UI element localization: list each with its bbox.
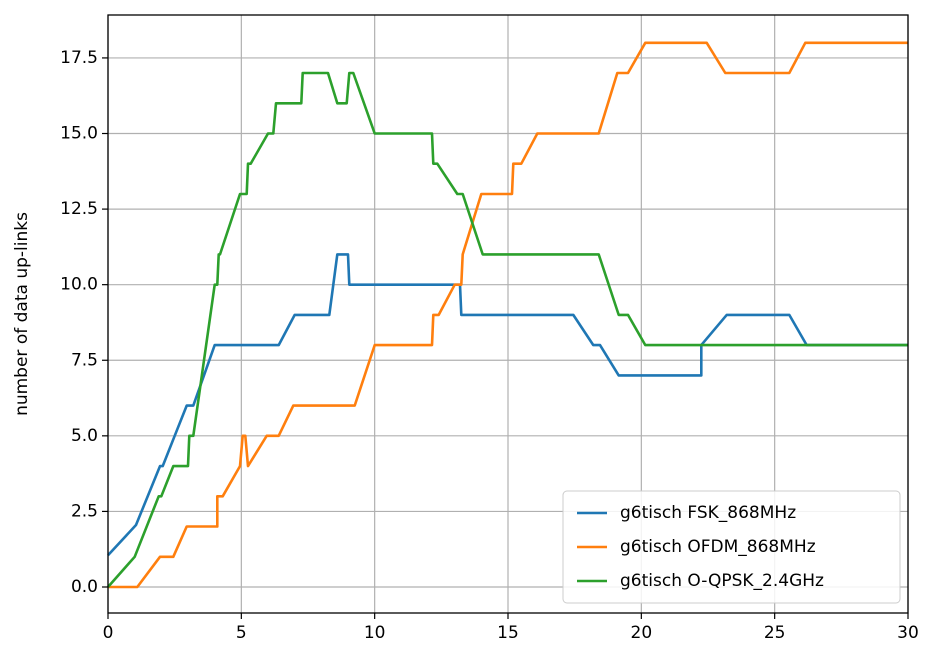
legend-label: g6tisch OFDM_868MHz — [620, 537, 816, 557]
data-line — [107, 71, 908, 588]
y-tick-label: 5.0 — [71, 426, 98, 446]
y-tick-label: 10.0 — [60, 275, 98, 295]
x-tick-label: 15 — [497, 623, 519, 643]
x-tick-label: 0 — [103, 623, 114, 643]
legend-label: g6tisch FSK_868MHz — [620, 503, 796, 523]
data-line — [107, 253, 908, 557]
x-tick-label: 20 — [631, 623, 653, 643]
x-tick-label: 5 — [236, 623, 247, 643]
legend-box — [562, 490, 901, 604]
y-tick-label: 12.5 — [60, 199, 98, 219]
y-tick-label: 2.5 — [71, 501, 98, 521]
y-tick-label: 7.5 — [71, 350, 98, 370]
y-axis-label: number of data up-links — [12, 212, 32, 416]
x-tick-label: 30 — [897, 623, 919, 643]
legend-label: g6tisch O-QPSK_2.4GHz — [620, 571, 824, 591]
y-tick-label: 17.5 — [60, 48, 98, 68]
x-tick-label: 25 — [764, 623, 786, 643]
x-tick-label: 10 — [364, 623, 386, 643]
y-tick-label: 0.0 — [71, 577, 98, 597]
y-tick-label: 15.0 — [60, 124, 98, 144]
data-line — [108, 41, 908, 589]
plot-frame — [107, 14, 909, 614]
